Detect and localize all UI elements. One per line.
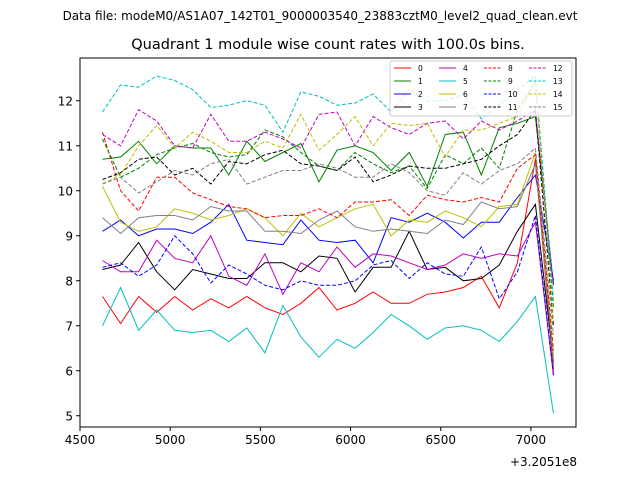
- series-line-0: [102, 159, 554, 371]
- legend-label-3: 3: [418, 103, 423, 112]
- y-tick-label: 10: [58, 184, 73, 198]
- legend-label-6: 6: [463, 90, 468, 99]
- legend-label-8: 8: [508, 64, 513, 73]
- series-line-5: [102, 286, 554, 414]
- legend-label-10: 10: [508, 90, 518, 99]
- legend-label-7: 7: [463, 103, 468, 112]
- series-line-6: [102, 152, 554, 358]
- y-tick-label: 12: [58, 94, 73, 108]
- legend-label-15: 15: [553, 103, 563, 112]
- x-tick-label: 5500: [245, 433, 276, 447]
- legend-label-2: 2: [418, 90, 423, 99]
- series-line-14: [102, 78, 554, 322]
- legend-label-14: 14: [553, 90, 563, 99]
- plot-lines: [102, 75, 554, 414]
- y-tick-label: 9: [65, 229, 73, 243]
- series-line-15: [102, 146, 554, 335]
- y-tick-label: 11: [58, 139, 73, 153]
- chart-title: Quadrant 1 module wise count rates with …: [131, 37, 525, 53]
- x-tick-label: 4500: [65, 433, 96, 447]
- axes-frame: [79, 57, 577, 428]
- legend-label-13: 13: [553, 77, 563, 86]
- x-tick-label: 6000: [335, 433, 366, 447]
- series-line-4: [102, 220, 554, 376]
- legend-label-11: 11: [508, 103, 518, 112]
- x-tick-label: 6500: [425, 433, 456, 447]
- legend-label-0: 0: [418, 64, 423, 73]
- legend-label-12: 12: [553, 64, 563, 73]
- y-axis: 5 6 7 8 9 10 11 12: [58, 94, 80, 423]
- series-line-12: [102, 108, 554, 286]
- x-offset-label: +3.2051e8: [510, 455, 577, 469]
- legend-label-1: 1: [418, 77, 423, 86]
- suptitle: Data file: modeM0/AS1A07_142T01_90000035…: [63, 9, 578, 23]
- y-tick-label: 8: [65, 274, 73, 288]
- series-line-3: [102, 202, 554, 362]
- y-tick-label: 5: [65, 409, 73, 423]
- x-tick-label: 5000: [155, 433, 186, 447]
- x-tick-label: 7000: [516, 433, 547, 447]
- y-tick-label: 6: [65, 364, 73, 378]
- legend-label-9: 9: [508, 77, 513, 86]
- legend-label-4: 4: [463, 64, 468, 73]
- y-tick-label: 7: [65, 319, 73, 333]
- series-line-11: [102, 108, 554, 326]
- series-line-10: [102, 215, 554, 376]
- legend-label-5: 5: [463, 77, 468, 86]
- x-axis: 4500 5000 5500 6000 6500 7000: [65, 427, 546, 447]
- series-line-7: [102, 163, 554, 365]
- legend-frame: [389, 60, 573, 117]
